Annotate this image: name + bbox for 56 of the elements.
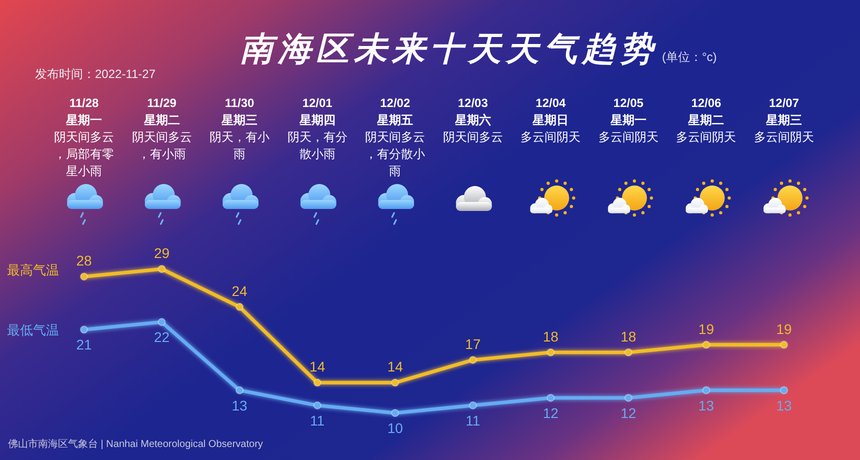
data-label: 19 (776, 320, 792, 337)
point (702, 340, 710, 349)
text: 发布时间：2022-11-27 (35, 67, 156, 81)
data-label: 28 (76, 252, 92, 269)
point (391, 378, 400, 387)
point (546, 394, 555, 402)
series-label: 最高气温 (7, 262, 59, 278)
point (702, 386, 710, 394)
point (80, 326, 88, 334)
data-label: 13 (776, 397, 792, 414)
data-label: 13 (698, 397, 714, 414)
x-tick-label: 11/29星期二阴天间多云，有小雨 (130, 95, 193, 163)
data-label: 22 (154, 329, 170, 346)
data-label: 18 (620, 328, 636, 344)
x-tick-label: 11/28星期一阴天间多云，局部有零星小雨 (53, 95, 115, 180)
point (80, 272, 88, 281)
data-label: 24 (232, 282, 248, 299)
x-tick-label: 12/04星期日多云间阴天 (520, 95, 582, 146)
point (468, 401, 477, 410)
text: 佛山市南海区气象台 | Nanhai Meteorological Observatory (8, 438, 263, 450)
data-label: 12 (620, 404, 636, 421)
data-label: 14 (387, 358, 404, 375)
point (780, 386, 788, 394)
data-label: 11 (310, 412, 325, 428)
x-tick-label: 12/06星期二多云间阴天 (675, 95, 738, 146)
point (313, 378, 322, 387)
point (546, 348, 555, 356)
x-tick-label: 12/02星期五阴天间多云，有分散小雨 (364, 95, 426, 180)
point (624, 348, 632, 356)
x-tick-label: 11/30星期三阴天，有小雨 (208, 95, 271, 163)
data-label: 19 (698, 320, 714, 337)
x-tick-label: 12/07星期三多云间阴天 (753, 95, 815, 146)
point (468, 356, 477, 364)
data-label: 29 (154, 245, 170, 261)
x-tick-label: 12/01星期四阴天，有分散小雨 (286, 95, 348, 163)
x-tick-label: 12/03星期六阴天间多云 (442, 95, 504, 146)
point (313, 401, 322, 410)
point (158, 265, 166, 273)
data-label: 13 (232, 397, 248, 414)
data-label: 11 (466, 412, 480, 428)
series-label: 最低气温 (7, 322, 59, 338)
point (391, 409, 400, 417)
chart-subtitle: (单位：°c) (662, 50, 717, 64)
point (158, 318, 166, 326)
data-label: 10 (387, 420, 404, 436)
point (236, 386, 244, 394)
data-label: 21 (76, 336, 92, 353)
point (236, 302, 244, 311)
data-label: 18 (542, 328, 559, 344)
data-label: 17 (465, 336, 481, 352)
data-label: 12 (542, 404, 559, 421)
x-tick-label: 12/05星期一多云间阴天 (597, 95, 660, 146)
chart-title: 南海区未来十天天气趋势 (240, 30, 658, 67)
point (624, 394, 632, 402)
point (780, 340, 788, 349)
data-label: 14 (310, 358, 326, 375)
